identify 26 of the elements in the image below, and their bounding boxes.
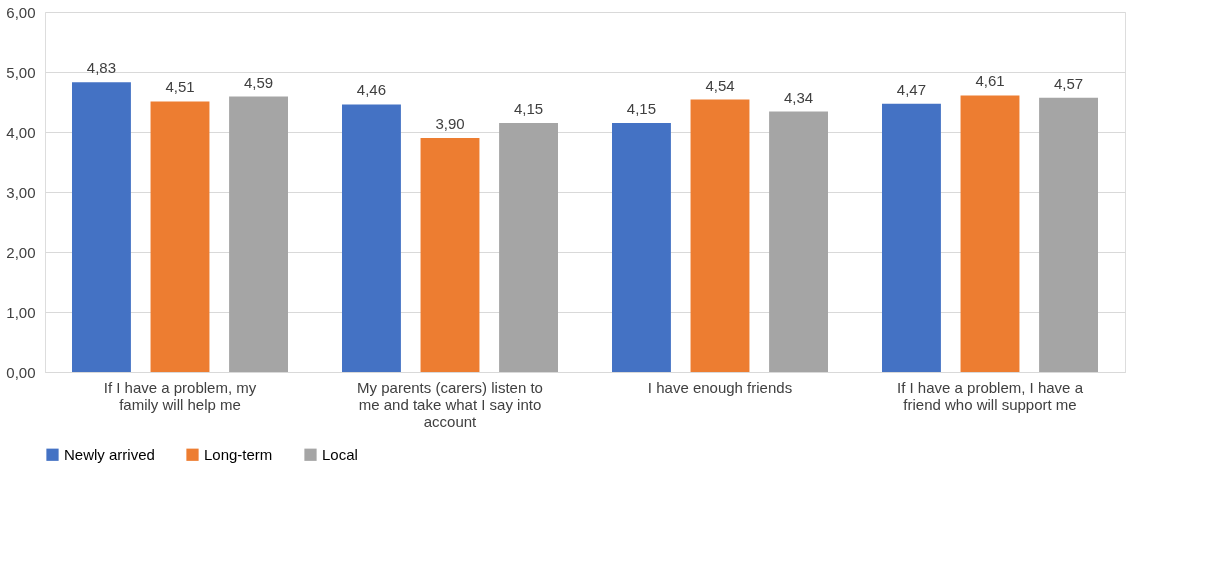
legend-label: Newly arrived xyxy=(64,445,155,463)
x-tick-label: If I have a problem, I have a friend who will support me xyxy=(897,378,1084,413)
data-label: 3,90 xyxy=(435,115,465,132)
y-tick-label: 3,00 xyxy=(6,183,36,201)
data-label: 4,54 xyxy=(705,76,735,94)
x-tick-label: My parents (carers) listen to me and take what I say into account xyxy=(357,378,543,430)
legend-label: Long-term xyxy=(204,445,273,463)
y-tick-label: 1,00 xyxy=(6,303,36,321)
data-label: 4,51 xyxy=(165,78,195,96)
data-label: 4,15 xyxy=(513,100,544,117)
data-label: 4,46 xyxy=(356,81,387,99)
data-label: 4,59 xyxy=(243,73,274,91)
data-label: 4,47 xyxy=(896,80,927,98)
y-tick-label: 0,00 xyxy=(6,363,36,381)
y-tick-label: 6,00 xyxy=(6,3,36,21)
legend-label: Local xyxy=(322,445,358,463)
data-label: 4,34 xyxy=(783,88,814,106)
data-label: 4,15 xyxy=(626,100,657,117)
y-tick-label: 5,00 xyxy=(6,63,36,81)
data-label: 4,61 xyxy=(975,72,1005,90)
x-tick-label: I have enough friends xyxy=(647,378,793,396)
data-label: 4,57 xyxy=(1053,74,1084,92)
y-tick-label: 4,00 xyxy=(6,123,36,141)
y-tick-label: 2,00 xyxy=(6,243,36,261)
x-tick-label: If I have a problem, my family will help me xyxy=(103,378,257,413)
data-label: 4,83 xyxy=(86,59,117,77)
